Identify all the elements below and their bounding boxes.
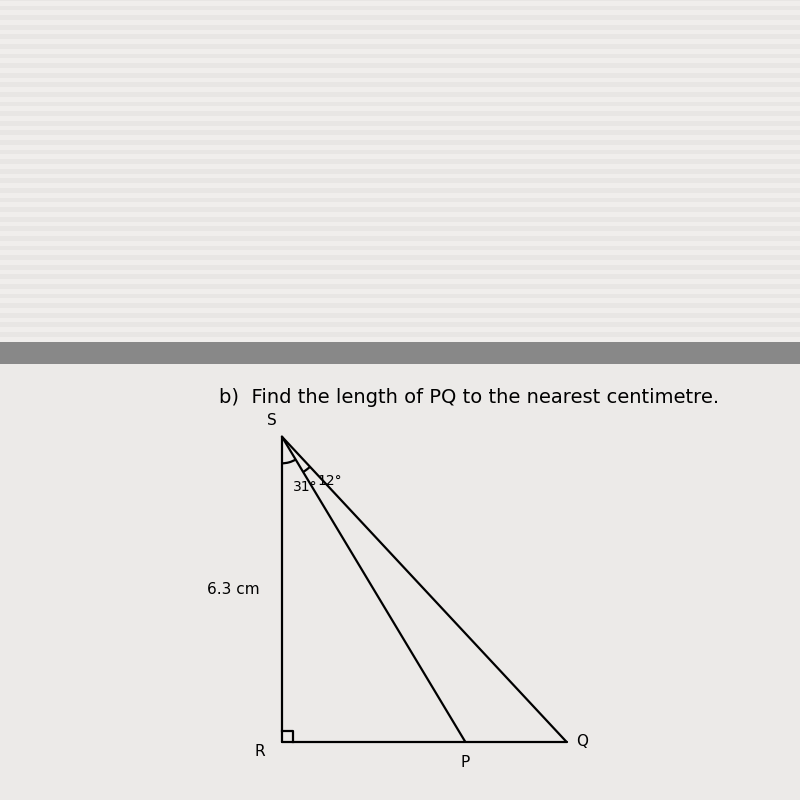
Bar xyxy=(0,327,800,332)
Bar xyxy=(0,20,800,25)
Text: 12°: 12° xyxy=(318,474,342,488)
Bar xyxy=(0,260,800,265)
Bar xyxy=(0,236,800,241)
Bar xyxy=(0,298,800,303)
Bar xyxy=(0,332,800,337)
Bar xyxy=(0,87,800,92)
Bar xyxy=(0,193,800,198)
Bar xyxy=(0,154,800,159)
Bar xyxy=(0,97,800,102)
Bar xyxy=(0,270,800,274)
Text: 31°: 31° xyxy=(293,480,318,494)
Bar xyxy=(0,121,800,126)
Bar xyxy=(0,82,800,87)
Text: Q: Q xyxy=(576,734,588,750)
Bar xyxy=(0,250,800,255)
Bar xyxy=(0,63,800,68)
Bar xyxy=(0,106,800,111)
Bar xyxy=(0,116,800,121)
Bar xyxy=(0,145,800,150)
Bar xyxy=(0,78,800,82)
Bar xyxy=(0,294,800,298)
Bar xyxy=(0,130,800,135)
Bar xyxy=(0,111,800,116)
Bar xyxy=(0,15,800,20)
Bar xyxy=(0,246,800,250)
Bar xyxy=(0,212,800,217)
Bar xyxy=(0,49,800,54)
Bar xyxy=(0,183,800,188)
Bar xyxy=(0,308,800,313)
Bar xyxy=(0,39,800,44)
Bar xyxy=(0,6,800,10)
Bar xyxy=(0,279,800,284)
Bar xyxy=(0,25,800,30)
Bar xyxy=(0,364,800,800)
Bar xyxy=(0,150,800,154)
Bar xyxy=(0,274,800,279)
Text: b)  Find the length of PQ to the nearest centimetre.: b) Find the length of PQ to the nearest … xyxy=(219,388,719,407)
Text: S: S xyxy=(267,413,277,428)
Bar xyxy=(0,231,800,236)
Bar xyxy=(0,303,800,308)
Bar xyxy=(0,342,800,364)
Bar xyxy=(0,159,800,164)
Text: P: P xyxy=(461,755,470,770)
Text: R: R xyxy=(254,744,265,759)
Bar xyxy=(0,289,800,294)
Bar xyxy=(0,58,800,63)
Bar xyxy=(0,68,800,73)
Bar xyxy=(0,135,800,140)
Bar xyxy=(0,178,800,183)
Bar xyxy=(0,30,800,34)
Bar xyxy=(0,169,800,174)
Bar xyxy=(0,217,800,222)
Bar xyxy=(0,54,800,58)
Bar xyxy=(0,255,800,260)
Bar xyxy=(0,164,800,169)
Bar xyxy=(0,226,800,231)
Bar xyxy=(0,207,800,212)
Bar xyxy=(0,265,800,270)
Bar xyxy=(0,241,800,246)
Bar xyxy=(0,202,800,207)
Bar xyxy=(0,188,800,193)
Bar xyxy=(0,174,800,178)
Bar xyxy=(0,318,800,322)
Bar xyxy=(0,337,800,342)
Bar xyxy=(0,284,800,289)
Bar xyxy=(0,222,800,226)
Bar xyxy=(0,198,800,202)
Bar xyxy=(0,322,800,327)
Bar xyxy=(0,73,800,78)
Bar xyxy=(0,140,800,145)
Bar xyxy=(0,313,800,318)
Bar xyxy=(0,1,800,6)
Bar xyxy=(0,92,800,97)
Bar xyxy=(0,102,800,106)
Bar xyxy=(0,10,800,15)
Bar xyxy=(0,44,800,49)
Bar xyxy=(0,126,800,130)
Text: 6.3 cm: 6.3 cm xyxy=(207,582,260,597)
Bar xyxy=(0,34,800,39)
